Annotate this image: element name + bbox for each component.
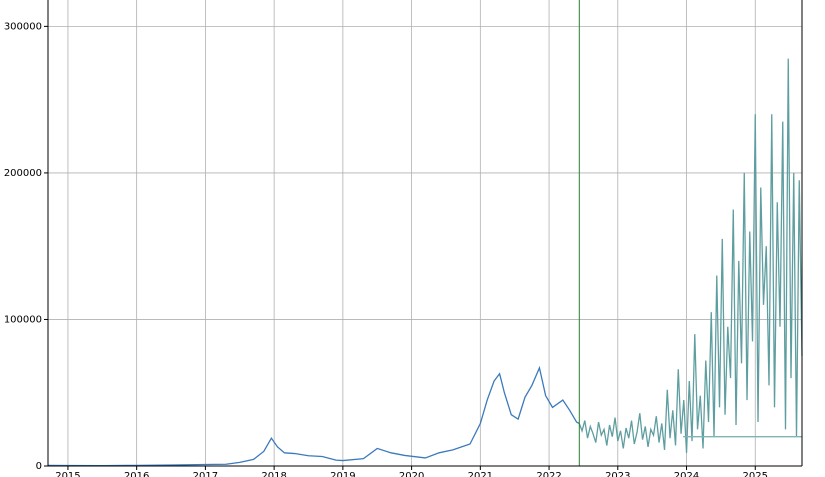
y-tick-label: 0 bbox=[36, 461, 42, 472]
x-tick-label: 2023 bbox=[605, 471, 630, 477]
series-line bbox=[578, 58, 803, 453]
x-tick-label: 2018 bbox=[261, 471, 286, 477]
x-tick-label: 2021 bbox=[468, 471, 493, 477]
x-tick-label: 2017 bbox=[193, 471, 218, 477]
x-tick-label: 2019 bbox=[330, 471, 355, 477]
series-line bbox=[47, 365, 580, 467]
y-tick-label: 200000 bbox=[4, 168, 42, 179]
x-tick-label: 2020 bbox=[399, 471, 424, 477]
x-tick-label: 2025 bbox=[743, 471, 768, 477]
y-tick-label: 300000 bbox=[4, 21, 42, 32]
x-tick-label: 2016 bbox=[124, 471, 149, 477]
x-tick-label: 2015 bbox=[55, 471, 80, 477]
y-tick-label: 100000 bbox=[4, 314, 42, 325]
x-tick-label: 2024 bbox=[674, 471, 699, 477]
x-tick-label: 2022 bbox=[536, 471, 561, 477]
